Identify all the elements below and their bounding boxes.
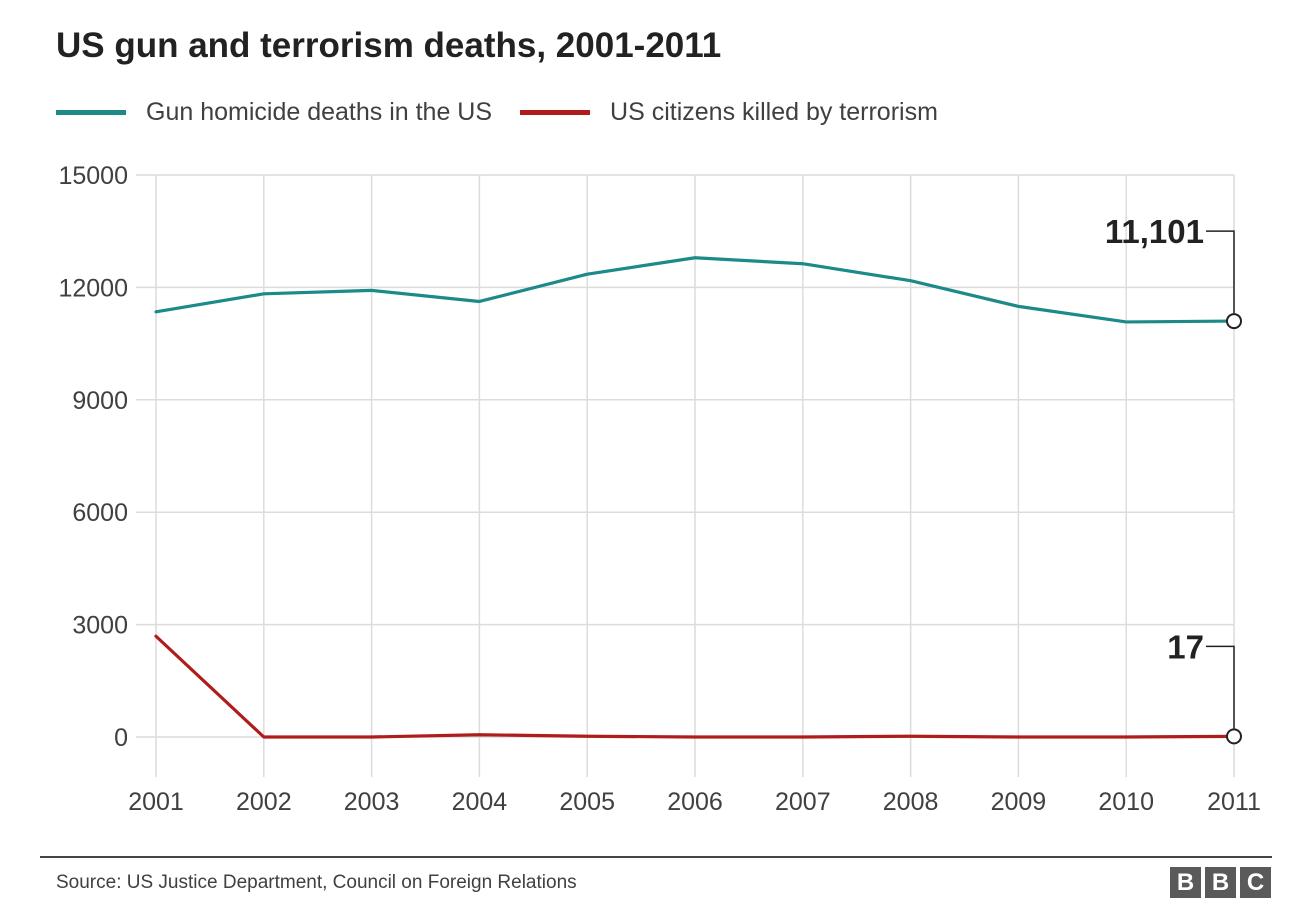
legend-swatch-terrorism bbox=[520, 110, 591, 115]
gun-end-marker bbox=[1226, 313, 1242, 330]
y-tick-label: 12000 bbox=[58, 274, 128, 302]
x-tick-label: 2009 bbox=[991, 788, 1047, 816]
bbc-logo-letter: C bbox=[1240, 867, 1271, 898]
footer-divider bbox=[40, 856, 1272, 858]
x-tick-label: 2002 bbox=[236, 788, 292, 816]
y-tick-label: 0 bbox=[114, 724, 128, 752]
bbc-logo: B B C bbox=[1170, 867, 1275, 898]
terrorism-end-marker bbox=[1226, 728, 1242, 745]
gun-homicide-line bbox=[154, 256, 1236, 324]
x-tick-label: 2005 bbox=[559, 788, 615, 816]
bbc-logo-letter: B bbox=[1205, 867, 1236, 898]
y-tick-label: 3000 bbox=[72, 612, 128, 640]
terrorism-end-leader-line bbox=[1206, 645, 1235, 729]
x-tick-label: 2001 bbox=[128, 788, 184, 816]
terrorism-end-label: 17 bbox=[1167, 628, 1204, 665]
x-tick-label: 2006 bbox=[667, 788, 723, 816]
x-tick-label: 2003 bbox=[344, 788, 400, 816]
x-tick-label: 2004 bbox=[452, 788, 508, 816]
legend-item-terrorism: US citizens killed by terrorism bbox=[520, 98, 938, 127]
gun-end-leader-line bbox=[1206, 230, 1235, 314]
chart-title: US gun and terrorism deaths, 2001-2011 bbox=[56, 26, 722, 65]
line-chart: 0 3000 6000 9000 12000 15000 2001 2002 2003 2004 2… bbox=[58, 162, 1261, 816]
bbc-logo-letter: B bbox=[1170, 867, 1201, 898]
legend: Gun homicide deaths in the US US citizen… bbox=[56, 98, 966, 127]
y-tick-label: 15000 bbox=[58, 162, 128, 190]
gun-end-label: 11,101 bbox=[1105, 213, 1204, 250]
legend-swatch-gun bbox=[56, 110, 126, 115]
x-tick-label: 2011 bbox=[1207, 788, 1261, 816]
source-note: Source: US Justice Department, Council o… bbox=[56, 872, 577, 893]
legend-item-gun: Gun homicide deaths in the US bbox=[56, 98, 492, 127]
x-tick-label: 2008 bbox=[883, 788, 939, 816]
y-tick-label: 6000 bbox=[72, 499, 128, 527]
legend-label-gun: Gun homicide deaths in the US bbox=[146, 98, 493, 126]
x-tick-label: 2010 bbox=[1098, 788, 1154, 816]
y-tick-label: 9000 bbox=[72, 387, 128, 415]
x-tick-label: 2007 bbox=[775, 788, 831, 816]
legend-label-terrorism: US citizens killed by terrorism bbox=[610, 98, 938, 126]
terrorism-line bbox=[154, 634, 1236, 739]
